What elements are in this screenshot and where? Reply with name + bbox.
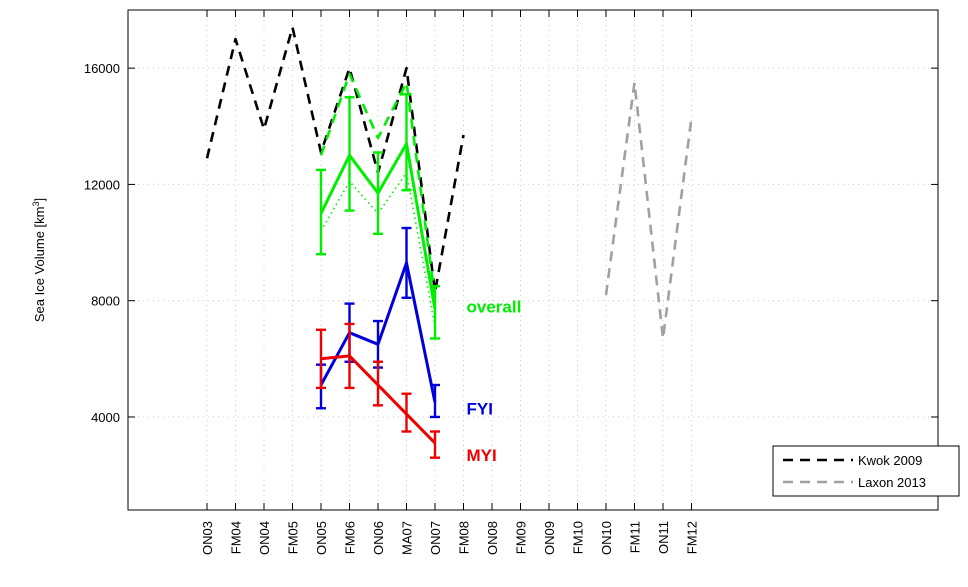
annotation-overall: overall	[467, 298, 522, 317]
y-axis-label: Sea Ice Volume [km3]	[31, 198, 47, 322]
x-tick-label: ON03	[200, 521, 215, 555]
legend: Kwok 2009 Laxon 2013	[772, 445, 960, 497]
x-tick-label: FM12	[685, 521, 700, 554]
series-overall-dashed	[319, 72, 437, 298]
legend-label: Kwok 2009	[858, 453, 922, 468]
x-tick-label: ON11	[656, 521, 671, 554]
x-tick-label: ON10	[599, 521, 614, 555]
x-tick-label: ON07	[428, 521, 443, 555]
plot-area	[127, 9, 939, 511]
x-tick-label: FM06	[343, 521, 358, 554]
y-axis-label-superscript: 3	[31, 201, 41, 206]
y-tick-label: 16000	[84, 61, 120, 76]
y-tick-label: 8000	[91, 294, 120, 309]
annotation-layer: overall FYI MYI	[467, 298, 522, 465]
x-tick-label: ON05	[314, 521, 329, 555]
y-tick-label: 12000	[84, 177, 120, 192]
series-laxon-2013	[604, 81, 693, 340]
x-tick-label: ON04	[257, 521, 272, 555]
y-axis-label-main: Sea Ice Volume [km	[32, 207, 47, 323]
x-tick-label: ON09	[542, 521, 557, 555]
y-axis-label-end: ]	[32, 198, 47, 202]
x-tick-label: MA07	[400, 521, 415, 555]
series-line	[604, 81, 693, 340]
x-tick-label: FM04	[229, 521, 244, 554]
y-tick-label: 4000	[91, 410, 120, 425]
legend-label: Laxon 2013	[858, 475, 926, 490]
x-tick-label: FM05	[286, 521, 301, 554]
series-kwok-2009	[205, 26, 465, 294]
series-myi	[316, 322, 440, 459]
annotation-fyi: FYI	[467, 399, 493, 418]
annotation-myi: MYI	[467, 446, 497, 465]
x-tick-label: FM09	[514, 521, 529, 554]
x-tick-label: FM08	[457, 521, 472, 554]
legend-box	[772, 445, 960, 497]
series-overall	[316, 93, 440, 340]
series-line	[205, 26, 465, 294]
axes: ON03 FM04 ON04 FM05 ON05 FM06 ON06 MA07 ON07 FM08…	[84, 10, 938, 555]
x-tick-label: ON06	[371, 521, 386, 555]
x-tick-label: ON08	[485, 521, 500, 555]
series-line	[319, 72, 437, 298]
grid-lines	[128, 10, 938, 510]
x-tick-label: FM10	[571, 521, 586, 554]
series-layer	[205, 26, 693, 459]
x-tick-label: FM11	[628, 521, 643, 553]
